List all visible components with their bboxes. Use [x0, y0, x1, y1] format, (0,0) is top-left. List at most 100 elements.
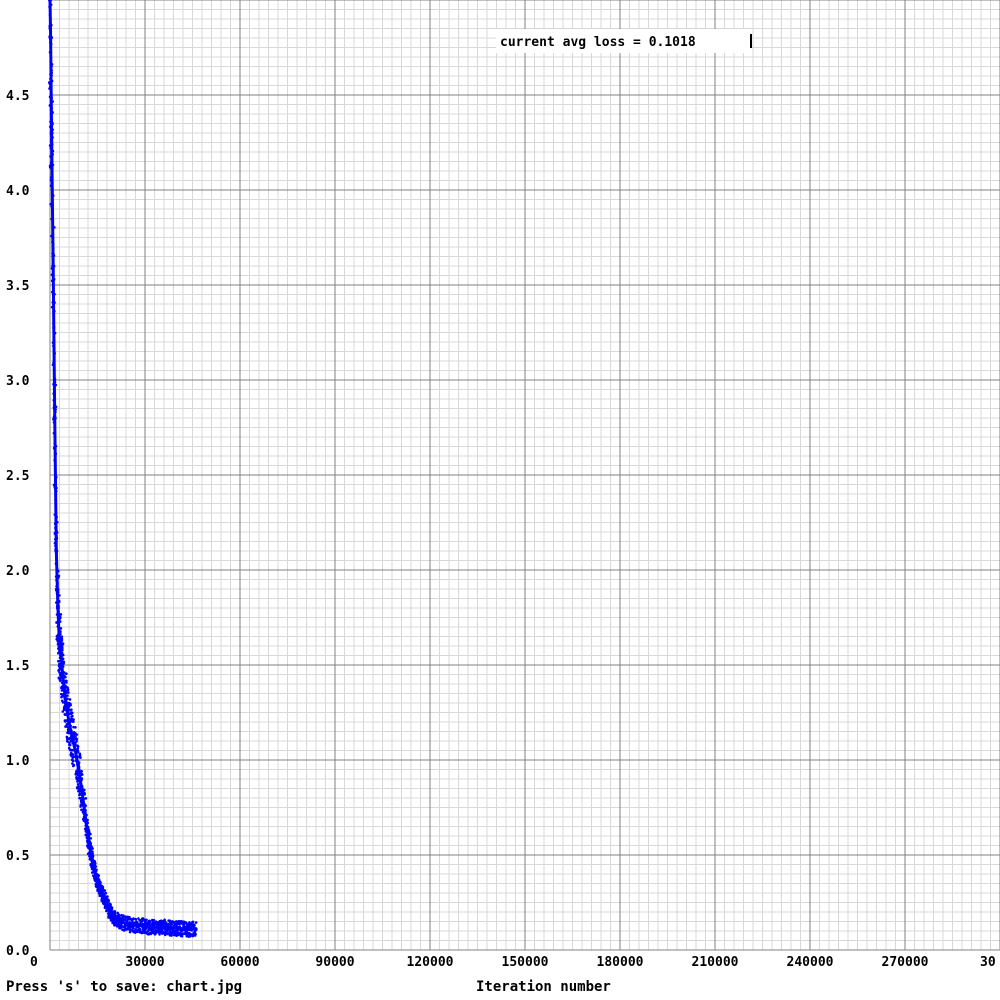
loss-point: [59, 654, 63, 658]
loss-point: [62, 671, 66, 674]
loss-point: [94, 870, 97, 873]
loss-point: [81, 787, 84, 790]
loss-point: [51, 194, 55, 197]
loss-point: [86, 852, 90, 856]
loss-point: [83, 811, 87, 815]
loss-point: [63, 692, 66, 696]
x-tick-label: 30: [980, 955, 996, 970]
loss-point: [71, 714, 74, 718]
loss-point: [51, 363, 55, 367]
loss-point: [79, 773, 83, 776]
loss-point: [57, 574, 61, 578]
loss-point: [61, 653, 65, 657]
loss-point: [54, 547, 57, 551]
loss-point: [57, 622, 60, 625]
loss-point: [80, 808, 83, 812]
loss-point: [53, 352, 57, 355]
loss-point: [53, 513, 57, 516]
x-tick-label: 270000: [882, 955, 929, 970]
loss-point: [67, 706, 70, 710]
loss-point: [56, 607, 60, 611]
loss-point: [77, 789, 81, 793]
loss-point: [152, 918, 156, 922]
loss-point: [58, 620, 62, 623]
y-tick-label: 1.5: [6, 659, 29, 674]
loss-point: [49, 3, 53, 7]
loss-point: [50, 152, 54, 155]
loss-point: [49, 10, 52, 14]
loss-point: [53, 378, 57, 381]
save-hint: Press 's' to save: chart.jpg: [6, 979, 242, 995]
y-tick-label: 2.5: [6, 469, 29, 484]
loss-point: [56, 625, 60, 628]
loss-point: [97, 874, 100, 878]
loss-point: [50, 177, 54, 181]
loss-point: [107, 899, 110, 903]
loss-point: [48, 0, 52, 2]
loss-point: [58, 630, 62, 634]
loss-point: [134, 917, 137, 921]
y-tick-label: 0.5: [6, 849, 29, 864]
loss-point: [54, 525, 58, 529]
loss-readout-box: [496, 29, 752, 53]
loss-point: [51, 204, 54, 207]
loss-point: [192, 926, 196, 929]
loss-point: [53, 442, 57, 446]
loss-point: [185, 921, 188, 925]
loss-point: [67, 691, 70, 694]
loss-point: [90, 850, 93, 854]
loss-point: [80, 784, 84, 788]
loss-point: [60, 645, 64, 648]
loss-point: [116, 921, 119, 925]
loss-point: [52, 358, 56, 362]
loss-point: [169, 922, 173, 925]
loss-point: [116, 915, 119, 919]
loss-point: [72, 720, 75, 723]
loss-point: [69, 724, 72, 728]
loss-point: [190, 929, 194, 932]
loss-point: [50, 305, 54, 309]
loss-point: [52, 382, 55, 386]
loss-point: [124, 915, 127, 918]
y-tick-label: 0.0: [6, 944, 30, 959]
loss-point: [94, 862, 97, 865]
loss-point: [72, 725, 75, 729]
loss-point: [51, 100, 54, 103]
loss-point: [91, 847, 94, 850]
loss-point: [52, 415, 56, 418]
y-tick-label: 2.0: [6, 564, 30, 579]
loss-point: [91, 874, 95, 877]
loss-point: [55, 584, 58, 588]
loss-point: [55, 486, 58, 490]
loss-point: [193, 923, 196, 927]
loss-point: [77, 761, 81, 764]
x-axis-title: Iteration number: [476, 979, 611, 995]
loss-point: [152, 923, 156, 927]
x-tick-label: 0: [30, 955, 38, 970]
loss-point: [70, 708, 73, 711]
loss-point: [57, 642, 60, 645]
loss-point: [65, 722, 69, 726]
loss-point: [90, 845, 93, 848]
y-tick-label: 4.5: [6, 89, 29, 104]
loss-point: [64, 713, 67, 717]
loss-point: [53, 380, 57, 384]
loss-point: [52, 242, 55, 246]
loss-point: [67, 728, 70, 731]
loss-point: [50, 106, 53, 110]
loss-point: [173, 926, 176, 930]
loss-point: [74, 753, 78, 756]
loss-point: [73, 745, 76, 749]
loss-point: [59, 675, 63, 679]
loss-point: [77, 765, 81, 769]
loss-point: [71, 753, 75, 756]
loss-point: [58, 638, 61, 641]
loss-point: [123, 921, 126, 924]
loss-point: [50, 79, 54, 83]
loss-point: [49, 83, 53, 86]
loss-point: [48, 85, 52, 89]
loss-point: [76, 782, 80, 786]
loss-point: [191, 920, 195, 924]
loss-point: [113, 923, 116, 927]
loss-point: [52, 254, 56, 257]
